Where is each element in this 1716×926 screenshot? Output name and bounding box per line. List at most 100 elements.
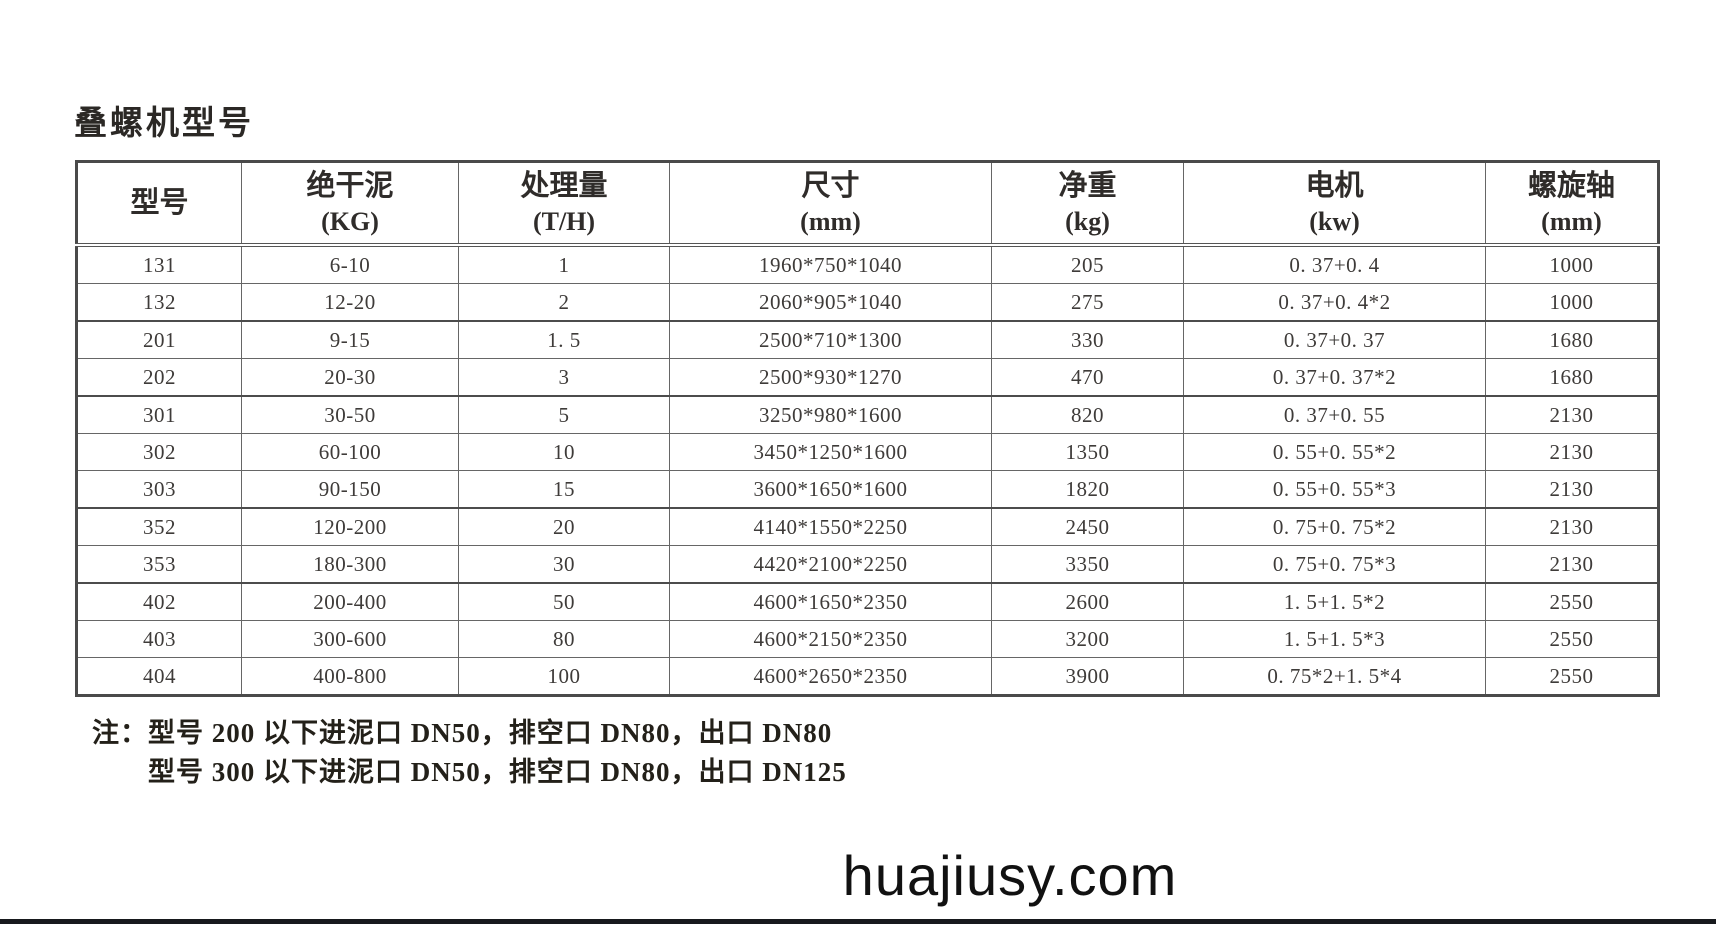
table-cell: 470 — [991, 358, 1184, 397]
table-cell: 3 — [458, 358, 670, 397]
table-cell: 80 — [458, 620, 670, 658]
table-row: 202 20-30 3 2500*930*1270 470 0. 37+0. 37*2 16… — [76, 358, 1659, 397]
table-cell: 100 — [458, 657, 670, 696]
column-unit: (kw) — [1309, 207, 1360, 236]
table-row: 131 6-10 1 1960*750*1040 205 0. 37+0. 4 1000 — [76, 244, 1659, 284]
table-cell: 1000 — [1485, 244, 1659, 284]
column-title: 电机 — [1305, 170, 1364, 202]
table-body: 131 6-10 1 1960*750*1040 205 0. 37+0. 4 1000 13… — [76, 244, 1659, 696]
table-cell: 0. 37+0. 4*2 — [1183, 283, 1486, 322]
table-cell: 9-15 — [241, 320, 459, 359]
table-cell: 2130 — [1485, 545, 1659, 584]
table-cell: 2130 — [1485, 395, 1659, 434]
table-cell: 202 — [76, 358, 242, 397]
table-cell: 15 — [458, 470, 670, 509]
column-unit: (mm) — [800, 207, 861, 236]
table-cell: 4140*1550*2250 — [669, 507, 992, 546]
column-unit: (KG) — [321, 207, 379, 236]
table-row: 201 9-15 1. 5 2500*710*1300 330 0. 37+0. 37 16… — [76, 320, 1659, 359]
table-cell: 820 — [991, 395, 1184, 434]
page-title: 叠螺机型号 — [74, 104, 254, 141]
table-cell: 5 — [458, 395, 670, 434]
table-cell: 2130 — [1485, 507, 1659, 546]
column-title: 净重 — [1058, 170, 1117, 202]
table-cell: 2550 — [1485, 582, 1659, 621]
table-row: 132 12-20 2 2060*905*1040 275 0. 37+0. 4*2 100… — [76, 283, 1659, 322]
table-row: 303 90-150 15 3600*1650*1600 1820 0. 55+0. 55… — [76, 470, 1659, 509]
table-cell: 1000 — [1485, 283, 1659, 322]
table-cell: 4600*2150*2350 — [669, 620, 992, 658]
table-cell: 30-50 — [241, 395, 459, 434]
table-header: 型号 绝干泥 (KG) 处理量 (T/H) 尺寸 (mm) 净重 (kg) 电机 (kw) 螺旋轴 (m… — [76, 161, 1659, 247]
table-cell: 1350 — [991, 433, 1184, 471]
spec-table: 型号 绝干泥 (KG) 处理量 (T/H) 尺寸 (mm) 净重 (kg) 电机 (kw) 螺旋轴 (m… — [75, 160, 1660, 697]
table-cell: 330 — [991, 320, 1184, 359]
table-cell: 1. 5+1. 5*2 — [1183, 582, 1486, 621]
table-cell: 275 — [991, 283, 1184, 322]
column-header: 绝干泥 (KG) — [241, 161, 459, 247]
column-header: 螺旋轴 (mm) — [1485, 161, 1659, 247]
table-cell: 10 — [458, 433, 670, 471]
column-header: 电机 (kw) — [1183, 161, 1486, 247]
column-header: 尺寸 (mm) — [669, 161, 992, 247]
table-cell: 90-150 — [241, 470, 459, 509]
table-cell: 12-20 — [241, 283, 459, 322]
table-row: 352 120-200 20 4140*1550*2250 2450 0. 75+0. 7… — [76, 507, 1659, 546]
table-cell: 2600 — [991, 582, 1184, 621]
table-cell: 60-100 — [241, 433, 459, 471]
table-cell: 0. 75*2+1. 5*4 — [1183, 657, 1486, 696]
column-header: 型号 — [76, 161, 242, 247]
table-row: 403 300-600 80 4600*2150*2350 3200 1. 5+1. 5*… — [76, 620, 1659, 658]
table-row: 302 60-100 10 3450*1250*1600 1350 0. 55+0. 55… — [76, 433, 1659, 471]
table-cell: 120-200 — [241, 507, 459, 546]
note-line: 注：型号 200 以下进泥口 DN50，排空口 DN80，出口 DN80 — [92, 718, 833, 748]
table-cell: 3600*1650*1600 — [669, 470, 992, 509]
table-cell: 20 — [458, 507, 670, 546]
table-cell: 1680 — [1485, 320, 1659, 359]
table-cell: 4600*2650*2350 — [669, 657, 992, 696]
table-cell: 2130 — [1485, 433, 1659, 471]
column-unit: (mm) — [1541, 207, 1602, 236]
header-row: 型号 绝干泥 (KG) 处理量 (T/H) 尺寸 (mm) 净重 (kg) 电机 (kw) 螺旋轴 (m… — [76, 161, 1659, 247]
table-cell: 50 — [458, 582, 670, 621]
table-cell: 1. 5+1. 5*3 — [1183, 620, 1486, 658]
table-cell: 132 — [76, 283, 242, 322]
table-row: 353 180-300 30 4420*2100*2250 3350 0. 75+0. 7… — [76, 545, 1659, 584]
table-cell: 3350 — [991, 545, 1184, 584]
table-cell: 403 — [76, 620, 242, 658]
table-cell: 402 — [76, 582, 242, 621]
bottom-divider-bar — [0, 919, 1716, 924]
table-cell: 201 — [76, 320, 242, 359]
table-cell: 3450*1250*1600 — [669, 433, 992, 471]
watermark-text: huajiusy.com — [842, 844, 1178, 907]
table-cell: 1680 — [1485, 358, 1659, 397]
table-cell: 400-800 — [241, 657, 459, 696]
table-cell: 3200 — [991, 620, 1184, 658]
table-cell: 205 — [991, 244, 1184, 284]
column-title: 尺寸 — [801, 170, 860, 202]
table-cell: 2500*930*1270 — [669, 358, 992, 397]
table-cell: 2 — [458, 283, 670, 322]
table-cell: 20-30 — [241, 358, 459, 397]
table-cell: 6-10 — [241, 244, 459, 284]
notes-block: 注：型号 200 以下进泥口 DN50，排空口 DN80，出口 DN80 型号 … — [92, 714, 847, 792]
table-cell: 3250*980*1600 — [669, 395, 992, 434]
table-cell: 2060*905*1040 — [669, 283, 992, 322]
table-cell: 0. 37+0. 37*2 — [1183, 358, 1486, 397]
table-cell: 131 — [76, 244, 242, 284]
table-cell: 301 — [76, 395, 242, 434]
note-line: 型号 300 以下进泥口 DN50，排空口 DN80，出口 DN125 — [148, 757, 847, 787]
table-cell: 3900 — [991, 657, 1184, 696]
table-row: 402 200-400 50 4600*1650*2350 2600 1. 5+1. 5*… — [76, 582, 1659, 621]
table-cell: 0. 55+0. 55*2 — [1183, 433, 1486, 471]
table-cell: 0. 55+0. 55*3 — [1183, 470, 1486, 509]
table-cell: 353 — [76, 545, 242, 584]
table-cell: 2500*710*1300 — [669, 320, 992, 359]
column-title: 螺旋轴 — [1527, 170, 1615, 202]
table-cell: 2450 — [991, 507, 1184, 546]
table-cell: 1. 5 — [458, 320, 670, 359]
table-cell: 352 — [76, 507, 242, 546]
column-unit: (T/H) — [532, 207, 596, 236]
column-header: 处理量 (T/H) — [458, 161, 670, 247]
